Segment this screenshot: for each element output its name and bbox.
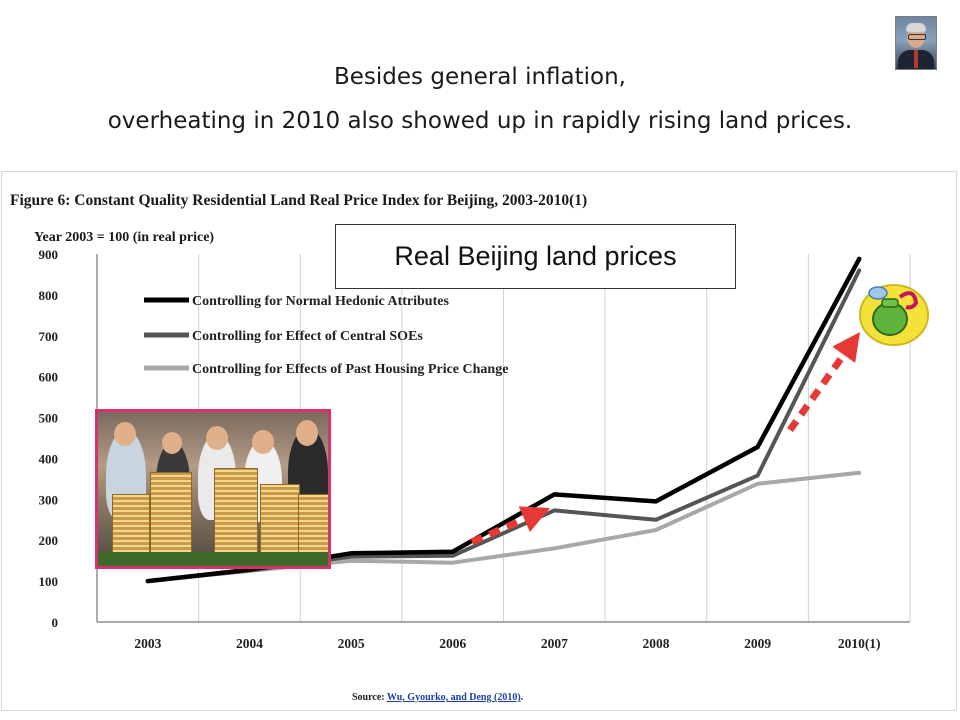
y-tick-label: 700 bbox=[39, 329, 59, 344]
chart-title: Figure 6: Constant Quality Residential L… bbox=[10, 192, 587, 209]
annotation-arrow-2010-shaft bbox=[787, 352, 847, 433]
x-tick-label: 2010(1) bbox=[838, 636, 881, 651]
chart-source: Source: Wu, Gyourko, and Deng (2010). bbox=[352, 692, 524, 703]
annotation-arrow-2007-head bbox=[518, 506, 550, 533]
y-tick-label: 400 bbox=[39, 451, 59, 466]
slide-title-line-1: Besides general inflation, bbox=[334, 64, 626, 90]
speaker-portrait-image bbox=[895, 16, 937, 70]
y-tick-label: 800 bbox=[39, 288, 59, 303]
x-tick-label: 2006 bbox=[439, 636, 466, 651]
chart-subtitle: Year 2003 = 100 (in real price) bbox=[34, 230, 214, 245]
y-tick-label: 200 bbox=[39, 533, 59, 548]
x-tick-label: 2003 bbox=[134, 636, 161, 651]
people-photo-image bbox=[95, 409, 331, 569]
y-tick-label: 100 bbox=[39, 574, 59, 589]
y-tick-label: 300 bbox=[39, 492, 59, 507]
callout-box: Real Beijing land prices bbox=[335, 224, 736, 289]
x-tick-label: 2007 bbox=[541, 636, 568, 651]
source-link: Wu, Gyourko, and Deng (2010) bbox=[387, 692, 521, 703]
legend-label-3: Controlling for Effects of Past Housing … bbox=[192, 362, 508, 377]
source-suffix: . bbox=[521, 692, 524, 703]
x-tick-label: 2004 bbox=[236, 636, 263, 651]
x-tick-label: 2009 bbox=[744, 636, 771, 651]
source-prefix: Source: bbox=[352, 692, 387, 703]
chart-svg: Figure 6: Constant Quality Residential L… bbox=[10, 192, 911, 703]
y-tick-label: 600 bbox=[39, 370, 59, 385]
slide-title-line-2: overheating in 2010 also showed up in ra… bbox=[107, 108, 853, 134]
annotation-arrow-2007-shaft bbox=[470, 515, 526, 546]
money-jar-icon bbox=[859, 284, 929, 346]
annotation-arrow-2010-head bbox=[832, 332, 860, 363]
x-tick-label: 2008 bbox=[642, 636, 669, 651]
x-tick-label: 2005 bbox=[338, 636, 365, 651]
legend-label-1: Controlling for Normal Hedonic Attribute… bbox=[192, 294, 449, 309]
y-tick-label: 900 bbox=[39, 247, 59, 262]
legend-label-2: Controlling for Effect of Central SOEs bbox=[192, 329, 423, 344]
y-tick-label: 0 bbox=[52, 615, 59, 630]
y-tick-label: 500 bbox=[39, 411, 59, 426]
